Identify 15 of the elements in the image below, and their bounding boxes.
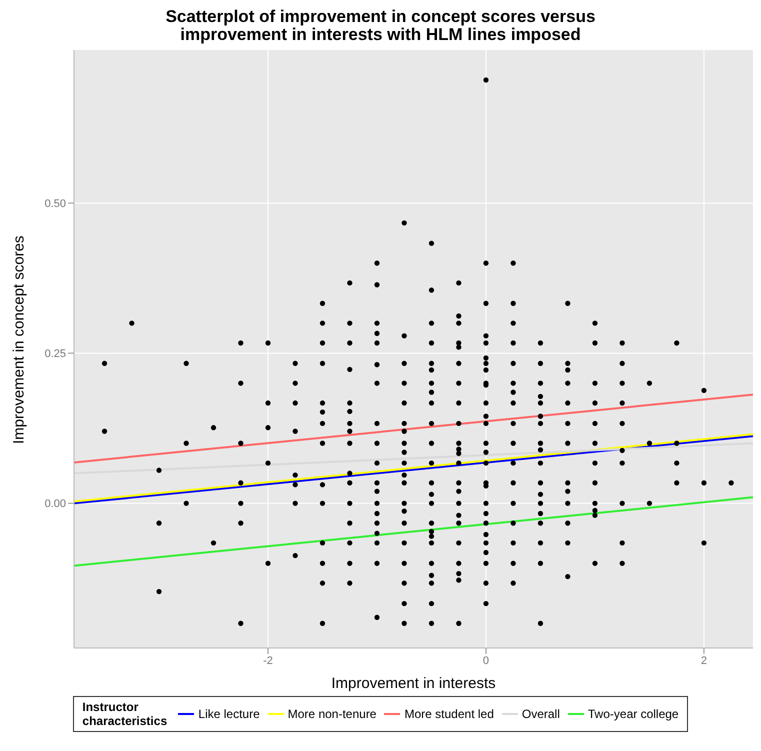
y-axis-title: Improvement in concept scores <box>10 236 28 444</box>
y-tick-label: 0.25 <box>44 348 66 360</box>
y-tick-label: 0.50 <box>44 198 66 210</box>
x-tick-label: 0 <box>482 654 490 667</box>
legend-title: Instructor characteristics <box>82 700 168 728</box>
x-tick-label: -2 <box>263 654 273 667</box>
chart-title: Scatterplot of improvement in concept scores versus improvement in interests with HLM lines imposed <box>164 7 596 44</box>
legend-label: Two-year college <box>588 707 679 721</box>
legend-label: Like lecture <box>198 707 260 721</box>
legend-label: More student led <box>404 707 494 721</box>
x-axis-title: Improvement in interests <box>331 675 496 692</box>
x-tick-label: 2 <box>700 654 708 667</box>
legend-label: Overall <box>522 707 560 721</box>
y-tick-label: 0.00 <box>44 498 66 510</box>
legend-label: More non-tenure <box>288 707 376 721</box>
